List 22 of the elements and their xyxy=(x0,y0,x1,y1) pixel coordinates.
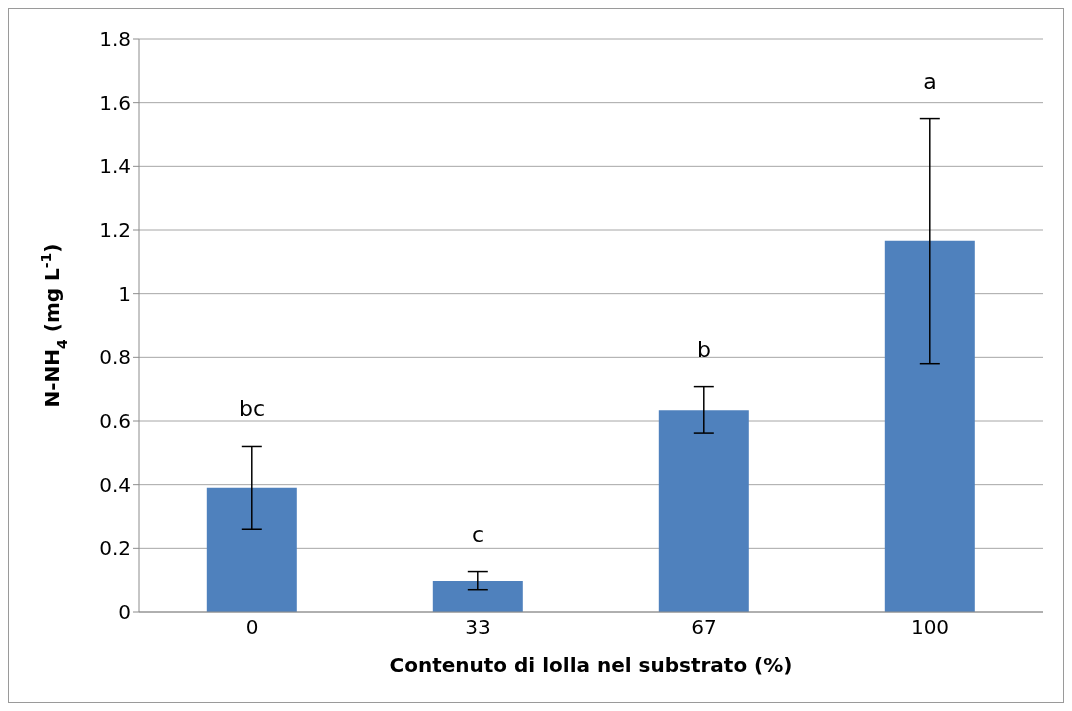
x-tick-label: 0 xyxy=(245,615,259,640)
x-axis-title: Contenuto di lolla nel substrato (%) xyxy=(389,653,793,677)
y-tick-label: 0.8 xyxy=(99,345,131,370)
y-tick-label: 1.2 xyxy=(99,218,131,243)
bar xyxy=(658,410,749,612)
y-tick-label: 0.2 xyxy=(99,536,131,561)
y-tick-label: 1.4 xyxy=(99,154,131,179)
y-tick-label: 1.8 xyxy=(99,27,131,52)
bar xyxy=(432,581,523,612)
y-tick-label: 0.6 xyxy=(99,409,131,434)
bar xyxy=(206,487,297,612)
annotation: a xyxy=(923,68,937,94)
annotation: bc xyxy=(238,396,266,422)
y-tick-label: 1.6 xyxy=(99,90,131,115)
x-tick-label: 33 xyxy=(465,615,491,640)
y-tick-label: 0.4 xyxy=(99,472,131,497)
annotation: b xyxy=(697,336,711,362)
x-tick-label: 100 xyxy=(910,615,950,640)
y-tick-label: 1 xyxy=(118,281,131,306)
x-tick-label: 67 xyxy=(691,615,717,640)
annotation: c xyxy=(471,521,485,547)
bar xyxy=(884,240,975,612)
